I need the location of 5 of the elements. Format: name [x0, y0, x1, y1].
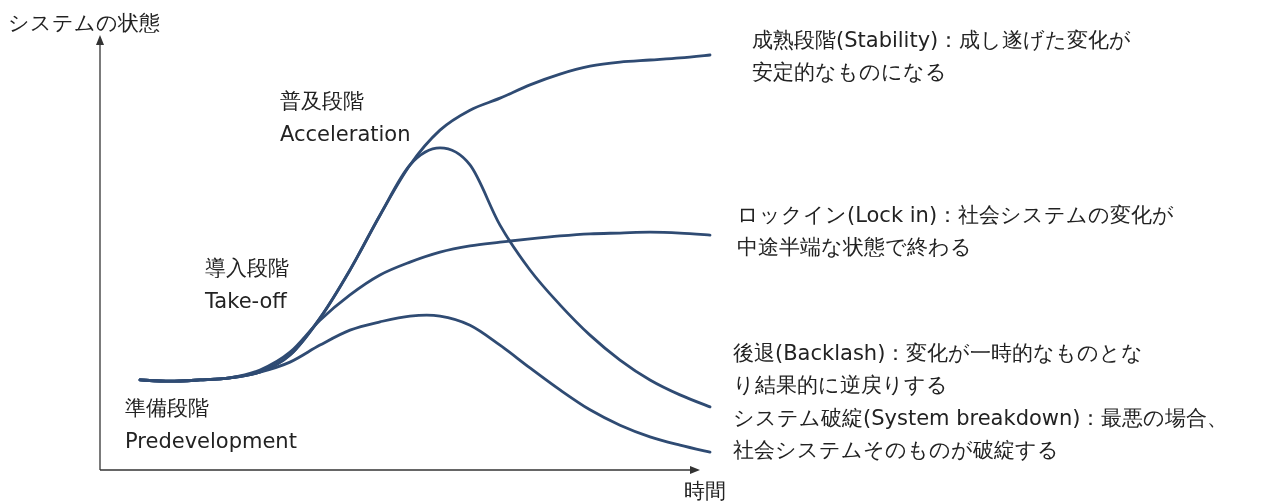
annotation: 導入段階 Take-off: [205, 256, 289, 313]
annotation: 普及段階 Acceleration: [280, 89, 411, 146]
xlabel: 時間: [684, 479, 726, 501]
annotation: 準備段階 Predevelopment: [125, 396, 297, 453]
ylabel: システムの状態: [8, 11, 160, 35]
